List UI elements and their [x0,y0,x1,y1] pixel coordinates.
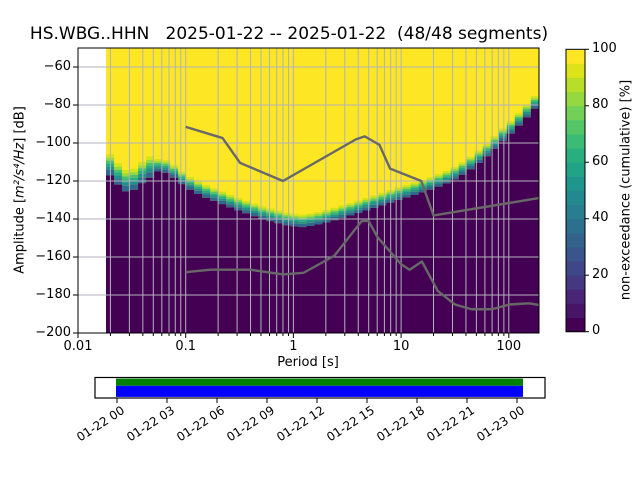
y-tick-label: −80 [43,96,71,112]
plot-frame [77,47,540,334]
x-axis-label: Period [s] [277,355,339,370]
colorbar-frame [565,48,586,333]
noise-model-high-line [185,125,539,217]
ppsd-heatmap [106,48,539,333]
colorbar-tick-label: 80 [592,97,609,113]
x-tick-label: 0.1 [175,339,197,354]
colorbar-tick-label: 40 [592,210,609,226]
y-tick-label: −160 [35,248,71,264]
y-axis-label-suffix: ] [dB] [12,106,28,143]
x-tick-label: 0.01 [63,339,93,354]
timeline-coverage-bar-top [116,378,523,386]
noise-model-lines [185,125,539,311]
timeline-coverage-bar-bottom [116,385,523,397]
noise-model-low-line [185,219,539,311]
y-tick-label: −120 [35,172,71,188]
colorbar-tick-label: 100 [592,40,617,56]
colorbar-tick-label: 20 [592,266,609,282]
timeline [94,376,546,403]
y-axis-label-prefix: Amplitude [ [12,197,28,274]
x-tick-label: 1 [289,339,298,354]
y-tick-label: −200 [35,324,71,340]
y-tick-label: −180 [35,286,71,302]
y-axis-label-math: m²/s⁴/Hz [12,142,28,198]
y-tick-label: −60 [43,58,71,74]
x-tick-label: 100 [496,339,522,354]
x-tick-label: 10 [392,339,410,354]
plot-title: HS.WBG..HHN 2025-01-22 -- 2025-01-22 (48… [29,24,549,44]
grid-lines [78,48,539,333]
colorbar [565,48,589,333]
colorbar-tick-label: 60 [592,153,609,169]
colorbar-label: non-exceedance (cumulative) [%] [618,79,634,301]
colorbar-tick-label: 0 [592,323,601,339]
y-axis-label: Amplitude [m²/s⁴/Hz] [dB] [12,106,29,274]
axis-ticks [73,66,510,338]
y-tick-label: −140 [35,210,71,226]
y-tick-label: −100 [35,134,71,150]
